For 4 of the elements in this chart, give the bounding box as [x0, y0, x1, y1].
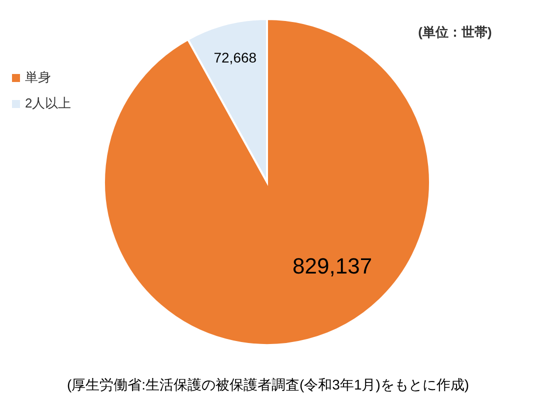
legend-label: 単身 — [25, 69, 51, 84]
text: (単位：世帯) — [418, 24, 492, 40]
text: (厚生労働省:生活保護の被保護者調査(令和3年1月)をもとに作成) — [66, 376, 470, 393]
legend-label: 2人以上 — [25, 95, 72, 110]
